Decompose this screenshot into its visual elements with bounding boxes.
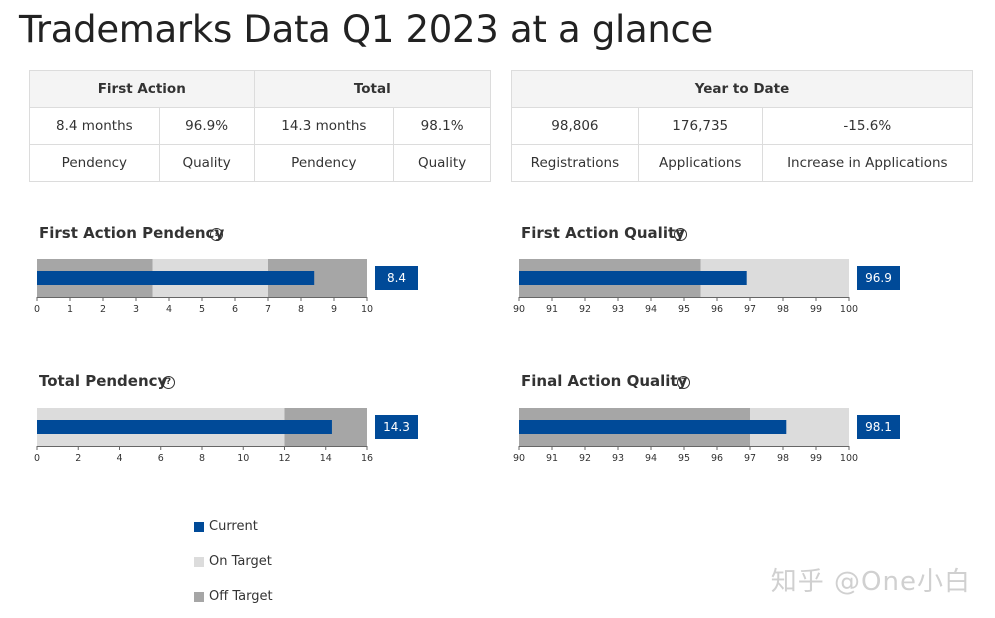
value-badge: 96.9 [857,266,900,290]
x-tick-label: 6 [158,453,164,464]
x-tick-label: 96 [711,453,723,464]
x-tick-label: 8 [199,453,205,464]
first-action-pendency-value: 8.4 months [29,107,160,145]
bullet-chart: 90 91 92 93 94 95 96 97 98 99 100 [513,408,858,464]
first-action-pendency-label: Pendency [29,144,160,182]
x-tick-label: 10 [237,453,249,464]
x-tick-label: 4 [116,453,122,464]
current-value-bar [519,271,747,285]
x-tick-label: 98 [777,453,789,464]
x-tick-label: 1 [67,304,73,315]
increase-value: -15.6% [761,107,974,145]
header-year-to-date: Year to Date [511,70,973,108]
x-tick-label: 99 [810,453,822,464]
watermark: 知乎 @One小白 [770,567,971,597]
x-tick-label: 94 [645,304,657,315]
bullet-chart: 0 1 2 3 4 5 6 7 8 9 10 [34,259,373,315]
current-value-bar [37,420,332,434]
x-tick-label: 6 [232,304,238,315]
chart-title: Final Action Quality [521,372,688,390]
x-tick-label: 100 [840,453,858,464]
x-tick-label: 7 [265,304,271,315]
x-tick-label: 97 [744,304,756,315]
value-badge: 98.1 [857,415,900,439]
summary-table-right: Year to Date 98,806 176,735 -15.6% Regis… [511,70,974,182]
x-tick-label: 90 [513,304,525,315]
legend-swatch [194,592,204,602]
summary-table-left: First Action Total 8.4 months 96.9% 14.3… [29,70,492,182]
total-pendency-label: Pendency [253,144,395,182]
applications-value: 176,735 [637,107,763,145]
x-tick-label: 90 [513,453,525,464]
x-tick-label: 10 [361,304,373,315]
total-pendency-value: 14.3 months [253,107,395,145]
header-total: Total [253,70,492,108]
x-tick-label: 94 [645,453,657,464]
chart-title: First Action Pendency [39,224,225,242]
summary-header-row: First Action Total [29,70,492,108]
x-tick-label: 9 [331,304,337,315]
legend-swatch [194,522,204,532]
x-tick-label: 12 [278,453,290,464]
header-first-action: First Action [29,70,255,108]
summary-labels-row: Registrations Applications Increase in A… [511,144,974,182]
legend-swatch [194,557,204,567]
x-tick-label: 99 [810,304,822,315]
help-icon[interactable]: ? [162,376,175,389]
current-value-bar [519,420,787,434]
x-tick-label: 93 [612,304,624,315]
x-tick-label: 2 [75,453,81,464]
x-tick-label: 91 [546,304,558,315]
help-icon[interactable]: ? [210,228,223,241]
registrations-label: Registrations [511,144,639,182]
summary-values-row: 8.4 months 96.9% 14.3 months 98.1% [29,107,491,145]
summary-values-row: 98,806 176,735 -15.6% [511,107,974,145]
x-tick-label: 14 [320,453,332,464]
x-tick-label: 100 [840,304,858,315]
x-tick-label: 95 [678,304,690,315]
x-tick-label: 0 [34,304,40,315]
x-tick-label: 4 [166,304,172,315]
x-tick-label: 93 [612,453,624,464]
bullet-chart: 0 2 4 6 8 10 12 14 16 [34,408,373,464]
page-title: Trademarks Data Q1 2023 at a glance [19,8,714,51]
value-badge: 14.3 [375,415,418,439]
x-tick-label: 0 [34,453,40,464]
x-tick-label: 92 [579,304,591,315]
chart-title: Total Pendency [39,372,168,390]
bullet-chart: 90 91 92 93 94 95 96 97 98 99 100 [513,259,858,315]
chart-title: First Action Quality [521,224,685,242]
value-badge: 8.4 [375,266,418,290]
legend-label: Off Target [209,589,273,604]
applications-label: Applications [637,144,763,182]
x-tick-label: 2 [100,304,106,315]
x-tick-label: 16 [361,453,373,464]
x-tick-label: 91 [546,453,558,464]
legend-label: Current [209,519,258,534]
current-value-bar [37,271,315,285]
x-tick-label: 96 [711,304,723,315]
summary-labels-row: Pendency Quality Pendency Quality [29,144,491,182]
increase-label: Increase in Applications [761,144,974,182]
x-tick-label: 3 [133,304,139,315]
x-tick-label: 97 [744,453,756,464]
first-action-quality-value: 96.9% [158,107,255,145]
x-tick-label: 98 [777,304,789,315]
total-quality-value: 98.1% [393,107,491,145]
help-icon[interactable]: ? [677,376,690,389]
x-tick-label: 5 [199,304,205,315]
x-tick-label: 95 [678,453,690,464]
registrations-value: 98,806 [511,107,639,145]
x-tick-label: 8 [298,304,304,315]
summary-header-row: Year to Date [511,70,973,108]
total-quality-label: Quality [393,144,491,182]
first-action-quality-label: Quality [158,144,255,182]
legend-label: On Target [209,554,272,569]
help-icon[interactable]: ? [674,228,687,241]
x-tick-label: 92 [579,453,591,464]
